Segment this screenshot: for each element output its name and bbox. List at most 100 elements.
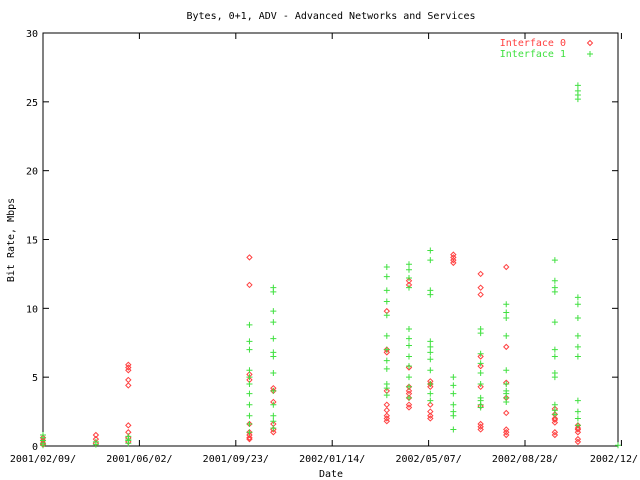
data-point (503, 381, 510, 388)
data-point (246, 401, 253, 408)
data-point (246, 254, 253, 261)
data-point (503, 429, 510, 436)
data-point (574, 435, 582, 443)
data-point (246, 390, 253, 397)
data-point (450, 401, 457, 408)
data-point (551, 288, 558, 295)
data-point (405, 342, 412, 349)
data-point (427, 397, 434, 404)
data-point (246, 367, 253, 374)
y-tick-label: 15 (26, 236, 38, 247)
data-point (503, 314, 510, 321)
data-point (405, 374, 412, 381)
data-point (574, 438, 582, 446)
data-point (383, 392, 390, 399)
data-point (405, 277, 413, 285)
data-point (477, 291, 484, 298)
data-point (92, 441, 99, 448)
data-point (503, 398, 510, 405)
data-point (383, 287, 390, 294)
data-point (405, 364, 413, 371)
data-point (427, 408, 434, 415)
data-point (125, 422, 132, 429)
data-point (477, 423, 484, 430)
data-point (246, 431, 253, 439)
data-point (551, 411, 558, 418)
data-point (450, 426, 457, 433)
data-point (270, 425, 277, 432)
data-point (383, 365, 390, 372)
data-point (270, 288, 277, 295)
data-point (270, 335, 277, 342)
data-point (427, 338, 434, 345)
data-point (574, 314, 581, 321)
data-point (427, 356, 434, 363)
data-point (551, 277, 558, 284)
data-point (503, 301, 510, 308)
data-point (503, 409, 510, 417)
data-point (125, 440, 132, 447)
data-point (270, 401, 277, 408)
data-point (405, 353, 412, 360)
data-point (92, 431, 100, 439)
data-point (615, 442, 621, 449)
legend-label: Interface 0 (500, 38, 566, 49)
data-point (405, 387, 413, 395)
data-point (427, 343, 434, 350)
y-tick-label: 10 (26, 304, 38, 315)
x-tick-label: 2001/06/02/ (106, 454, 172, 465)
data-point (427, 367, 434, 374)
data-point (574, 332, 581, 339)
data-point (427, 349, 434, 356)
data-point (246, 338, 253, 345)
data-point (503, 332, 510, 339)
data-point (551, 319, 558, 326)
data-point (246, 429, 253, 436)
data-point (551, 401, 558, 408)
data-point (574, 343, 581, 350)
data-point (246, 420, 253, 427)
data-point (477, 404, 484, 411)
chart-title: Bytes, 0+1, ADV - Advanced Networks and … (187, 11, 476, 22)
data-point (574, 82, 581, 89)
data-point (574, 96, 581, 103)
y-tick-label: 25 (26, 98, 38, 109)
data-point (383, 312, 390, 319)
data-point (270, 387, 277, 394)
data-point (383, 401, 391, 408)
data-point (270, 418, 277, 425)
data-point (450, 412, 457, 419)
y-tick-label: 30 (26, 29, 38, 40)
data-points (39, 82, 621, 449)
data-point (405, 335, 412, 342)
data-point (574, 415, 581, 422)
data-point (383, 273, 390, 280)
data-point (477, 381, 484, 388)
data-point (574, 408, 581, 415)
data-point (427, 247, 434, 254)
data-point (427, 415, 434, 422)
data-point (450, 382, 457, 389)
data-point (246, 281, 253, 289)
series-interface-1 (40, 82, 621, 449)
data-point (383, 385, 390, 392)
x-tick-label: 2002/08/28/ (492, 454, 558, 465)
data-point (383, 418, 391, 425)
data-point (574, 426, 582, 433)
data-point (477, 370, 484, 377)
data-point (383, 349, 391, 356)
y-axis-label: Bit Rate, Mbps (6, 198, 17, 282)
data-point (383, 357, 390, 364)
data-point (383, 415, 391, 422)
data-point (503, 367, 510, 374)
data-point (477, 362, 484, 370)
x-tick-label: 2002/01/14/ (299, 454, 365, 465)
data-point (246, 321, 253, 328)
data-point (405, 383, 412, 390)
data-point (40, 442, 46, 449)
data-point (427, 412, 434, 419)
data-point (125, 382, 132, 389)
data-point (503, 309, 510, 316)
